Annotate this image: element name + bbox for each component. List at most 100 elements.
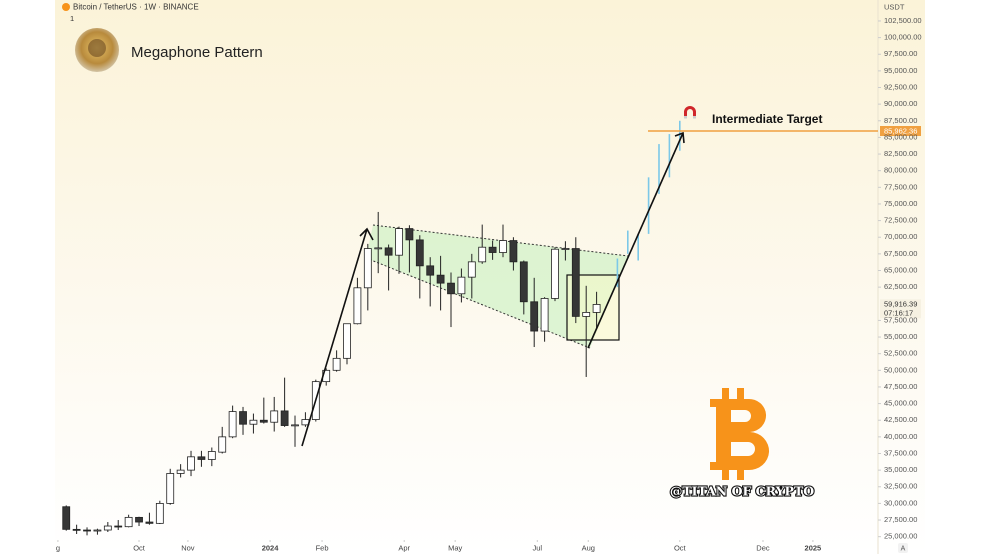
candle-body	[270, 410, 279, 423]
candle-body	[62, 506, 71, 530]
candle-body	[135, 516, 143, 523]
candle-body	[124, 516, 133, 528]
y-tick-label: 30,000.00	[884, 498, 917, 507]
y-tick-label: 97,500.00	[884, 49, 917, 58]
candle-body	[447, 282, 455, 295]
auto-scale-button[interactable]: A	[901, 545, 906, 552]
candle-body	[353, 287, 362, 325]
y-tick-label: 92,500.00	[884, 82, 917, 91]
x-tick-label: 2025	[805, 543, 822, 552]
y-tick-label: 52,500.00	[884, 349, 917, 358]
candle-body	[93, 529, 102, 532]
y-tick-label: 25,000.00	[884, 532, 917, 541]
x-tick-label: Aug	[582, 543, 595, 552]
candle-body	[561, 248, 570, 250]
x-tick-label: Nov	[181, 543, 195, 552]
candle-body	[467, 261, 476, 278]
y-tick-label: 82,500.00	[884, 149, 917, 158]
y-tick-label: 65,000.00	[884, 265, 917, 274]
x-tick-label: Oct	[133, 543, 146, 552]
y-tick-label: 45,000.00	[884, 399, 917, 408]
x-tick-label: Dec	[756, 543, 770, 552]
candle-body	[280, 410, 289, 426]
y-tick-label: 27,500.00	[884, 515, 917, 524]
candle-body	[249, 419, 258, 425]
magnet-icon	[684, 106, 696, 119]
x-tick-label: Oct	[674, 543, 687, 552]
candle-body	[384, 247, 393, 256]
candle-body	[155, 503, 164, 524]
x-tick-label: g	[56, 543, 60, 552]
last-price-label: 59,916.39	[884, 299, 917, 308]
candle-body	[187, 456, 195, 471]
candle-body	[166, 473, 175, 504]
candle-body	[426, 265, 435, 276]
currency-label: USDT	[884, 2, 905, 11]
candle-body	[207, 451, 216, 460]
y-tick-label: 62,500.00	[884, 282, 917, 291]
pattern-fill	[366, 225, 628, 348]
x-tick-label: 2024	[262, 543, 280, 552]
candle-body	[519, 261, 528, 303]
candle-body	[509, 240, 518, 263]
candle-body	[415, 239, 424, 267]
y-tick-label: 87,500.00	[884, 116, 917, 125]
candle-body	[332, 357, 341, 371]
y-tick-label: 55,000.00	[884, 332, 917, 341]
y-tick-label: 57,500.00	[884, 315, 917, 324]
y-tick-label: 70,000.00	[884, 232, 917, 241]
target-price-label: 85,962.36	[884, 126, 917, 135]
y-tick-label: 50,000.00	[884, 365, 917, 374]
candle-body	[499, 240, 507, 253]
candle-body	[363, 248, 372, 289]
candle-body	[478, 246, 487, 263]
avatar-face	[88, 39, 106, 57]
candle-body	[114, 525, 123, 528]
y-tick-label: 37,500.00	[884, 448, 917, 457]
x-tick-label: Feb	[316, 543, 329, 552]
y-tick-label: 80,000.00	[884, 166, 917, 175]
candle-body	[436, 274, 445, 284]
candles	[62, 120, 681, 536]
candle-body	[405, 228, 414, 241]
x-tick-label: Apr	[398, 543, 410, 552]
bitcoin-logo	[710, 388, 770, 480]
candle-body	[291, 424, 299, 427]
y-tick-label: 85,000.00	[884, 132, 917, 141]
y-tick-label: 95,000.00	[884, 66, 917, 75]
candle-body	[343, 323, 351, 359]
y-tick-label: 42,500.00	[884, 415, 917, 424]
chart-title: Megaphone Pattern	[131, 44, 263, 61]
target-label: Intermediate Target	[712, 112, 822, 126]
candle-body	[592, 304, 601, 313]
overlay: Intermediate Target 85,962.36 59,916.3907:…	[648, 112, 921, 319]
candle-body	[83, 529, 91, 532]
countdown-label: 07:16:17	[884, 308, 913, 317]
y-tick-label: 67,500.00	[884, 249, 917, 258]
watermark: @TITAN OF CRYPTO	[670, 484, 814, 499]
candle-body	[259, 419, 268, 423]
y-tick-label: 100,000.00	[884, 33, 922, 42]
pattern-lower-line	[365, 257, 591, 349]
candle-body	[145, 521, 154, 524]
last-price-badge	[880, 299, 921, 319]
target-badge	[880, 126, 921, 137]
candle-body	[571, 248, 580, 317]
y-tick-label: 72,500.00	[884, 216, 917, 225]
y-tick-label: 77,500.00	[884, 182, 917, 191]
candle-body	[218, 436, 227, 453]
auto-scale-button-bg	[898, 543, 908, 553]
y-tick-label: 102,500.00	[884, 16, 922, 25]
candle-body	[551, 248, 559, 299]
candle-body	[103, 525, 112, 531]
y-tick-label: 90,000.00	[884, 99, 917, 108]
x-tick-label: Jul	[533, 543, 543, 552]
candle-body	[395, 228, 403, 256]
y-tick-label: 35,000.00	[884, 465, 917, 474]
candle-body	[488, 246, 497, 253]
y-tick-label: 40,000.00	[884, 432, 917, 441]
candle-body	[540, 298, 549, 332]
candle-body	[582, 312, 591, 317]
